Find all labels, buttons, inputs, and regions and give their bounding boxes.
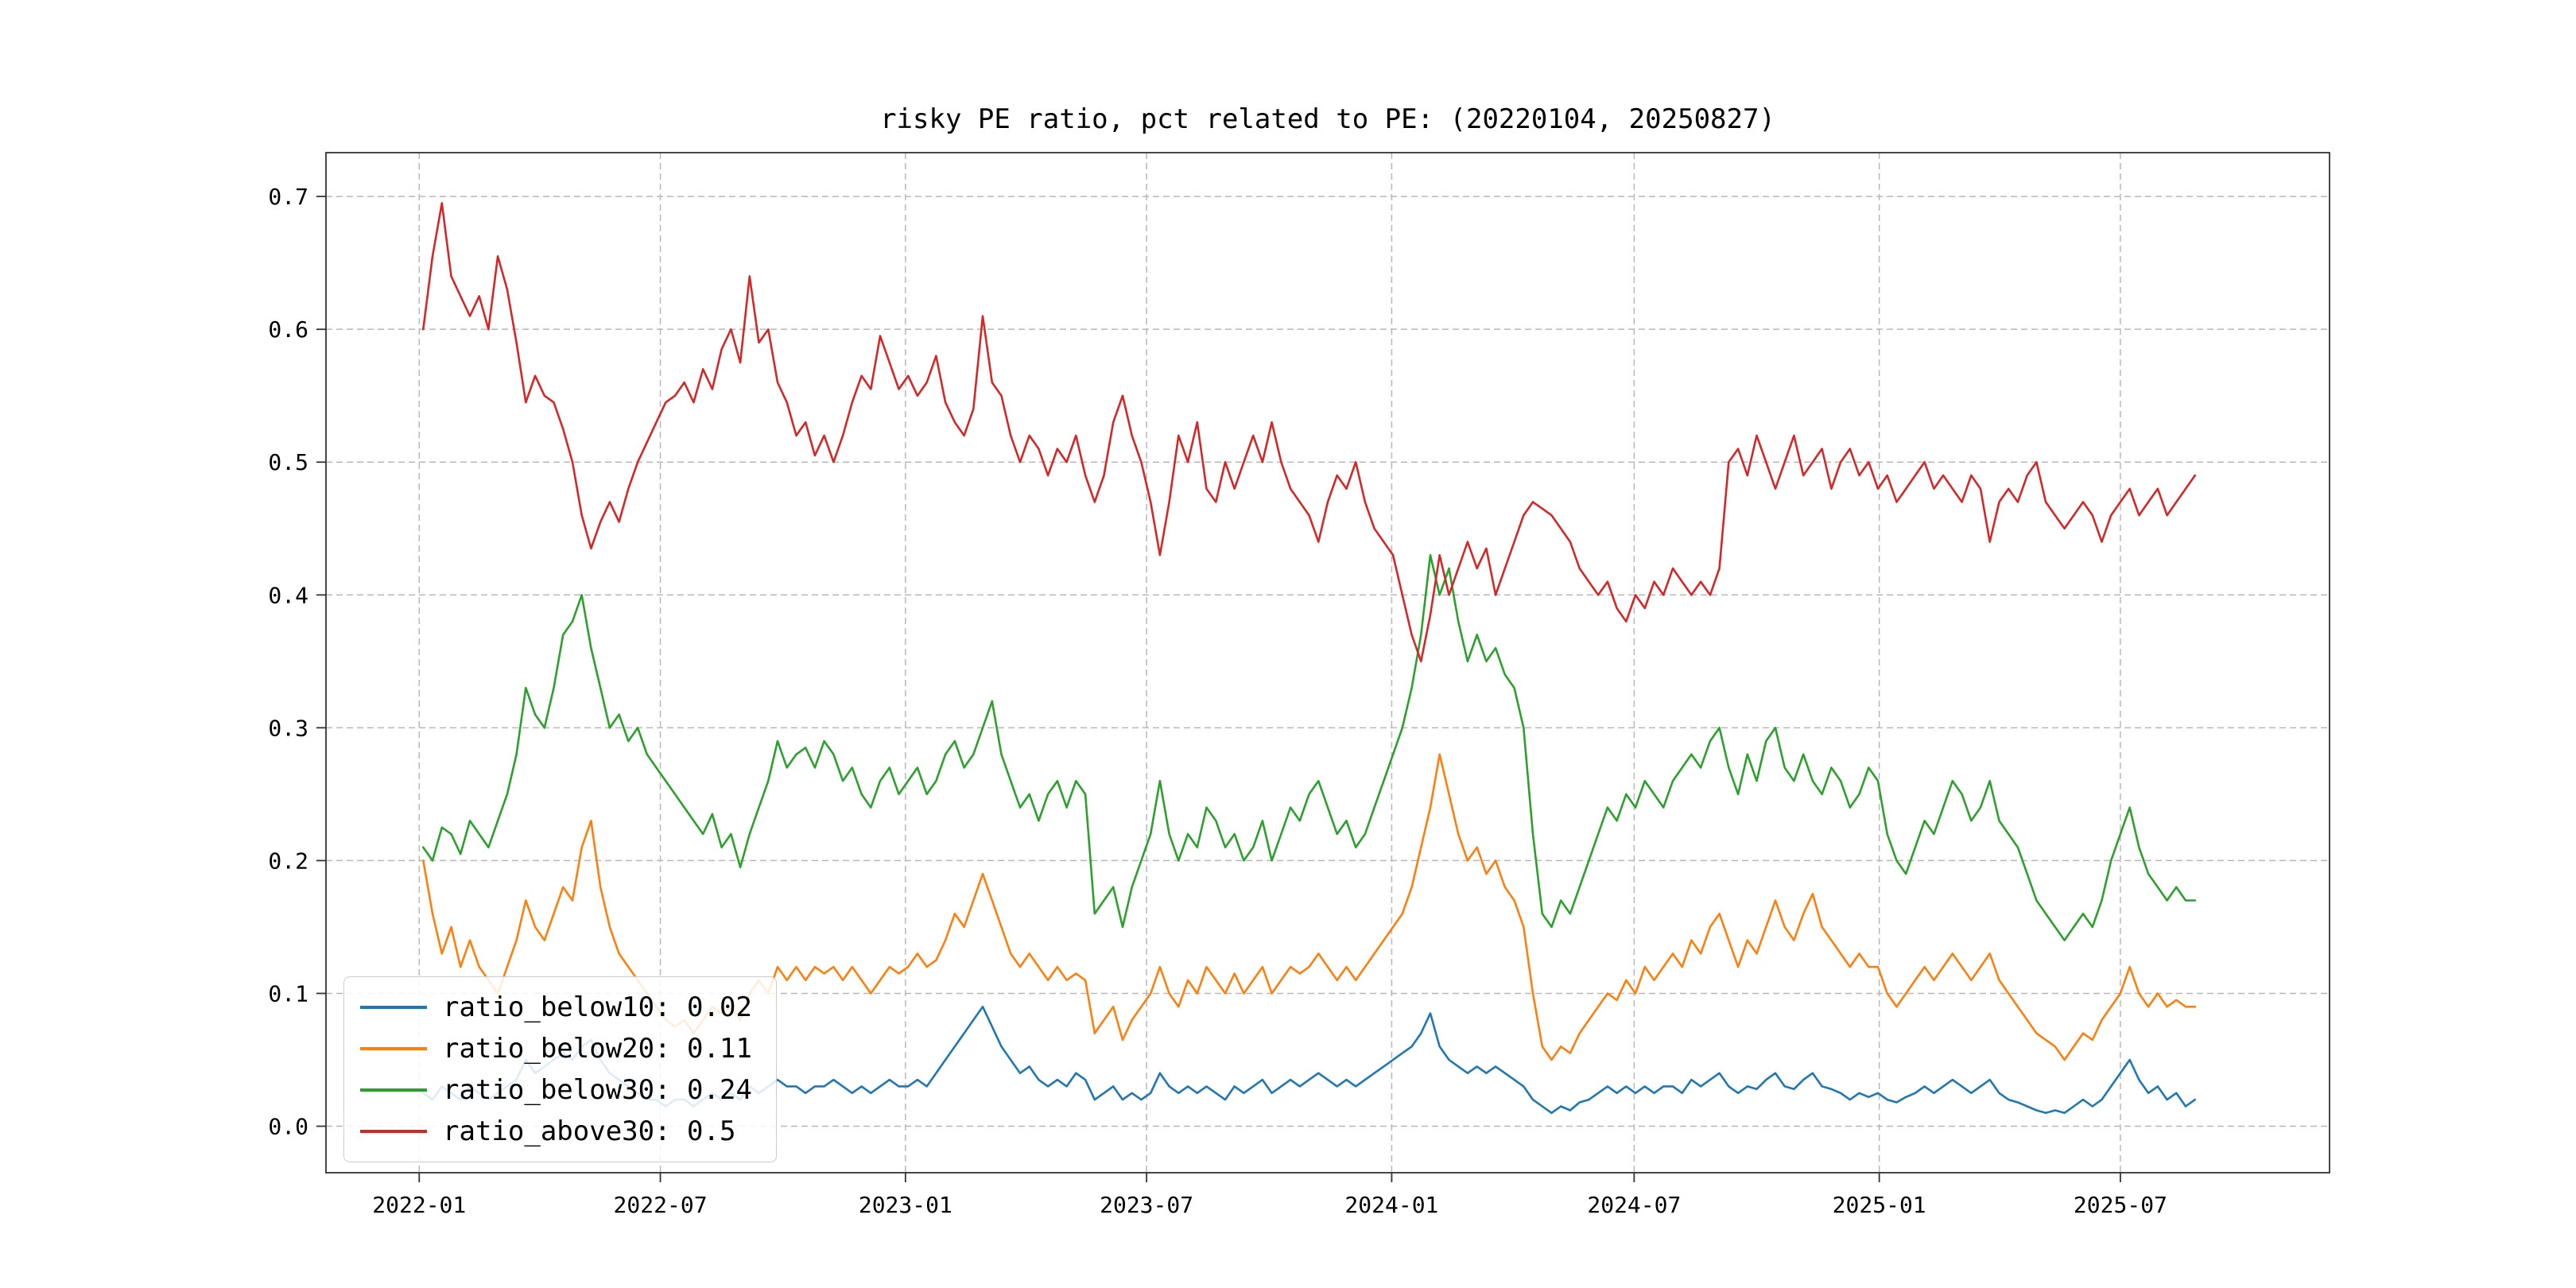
x-tick-label: 2022-07 — [614, 1192, 708, 1218]
legend-item: ratio_above30: 0.5 — [360, 1114, 752, 1149]
x-tick-label: 2025-07 — [2074, 1192, 2167, 1218]
legend: ratio_below10: 0.02 ratio_below20: 0.11 … — [343, 976, 777, 1162]
y-tick-label: 0.4 — [268, 582, 308, 608]
y-tick-label: 0.3 — [268, 715, 308, 741]
legend-item: ratio_below30: 0.24 — [360, 1073, 752, 1108]
legend-label: ratio_below20: 0.11 — [443, 1033, 752, 1065]
legend-label: ratio_below30: 0.24 — [443, 1074, 752, 1106]
chart-title: risky PE ratio, pct related to PE: (2022… — [880, 103, 1775, 135]
legend-line-swatch — [360, 1006, 427, 1009]
x-tick-label: 2024-07 — [1587, 1192, 1681, 1218]
legend-label: ratio_above30: 0.5 — [443, 1115, 736, 1147]
y-tick-label: 0.1 — [268, 980, 308, 1007]
y-tick-label: 0.6 — [268, 316, 308, 343]
y-tick-label: 0.7 — [268, 184, 308, 210]
x-tick-label: 2022-01 — [372, 1192, 466, 1218]
y-tick-label: 0.2 — [268, 848, 308, 874]
x-tick-label: 2023-07 — [1100, 1192, 1193, 1218]
x-tick-label: 2025-01 — [1833, 1192, 1926, 1218]
legend-label: ratio_below10: 0.02 — [443, 991, 752, 1023]
x-tick-label: 2024-01 — [1344, 1192, 1438, 1218]
x-tick-label: 2023-01 — [859, 1192, 952, 1218]
plot-border — [325, 152, 2330, 1174]
y-tick-label: 0.5 — [268, 449, 308, 475]
series-line-ratio_below30 — [421, 553, 2197, 941]
legend-line-swatch — [360, 1047, 427, 1050]
legend-line-swatch — [360, 1088, 427, 1092]
legend-item: ratio_below20: 0.11 — [360, 1031, 752, 1066]
legend-item: ratio_below10: 0.02 — [360, 990, 752, 1025]
series-line-ratio_above30 — [421, 202, 2197, 663]
y-tick-label: 0.0 — [268, 1114, 308, 1140]
legend-line-swatch — [360, 1130, 427, 1133]
